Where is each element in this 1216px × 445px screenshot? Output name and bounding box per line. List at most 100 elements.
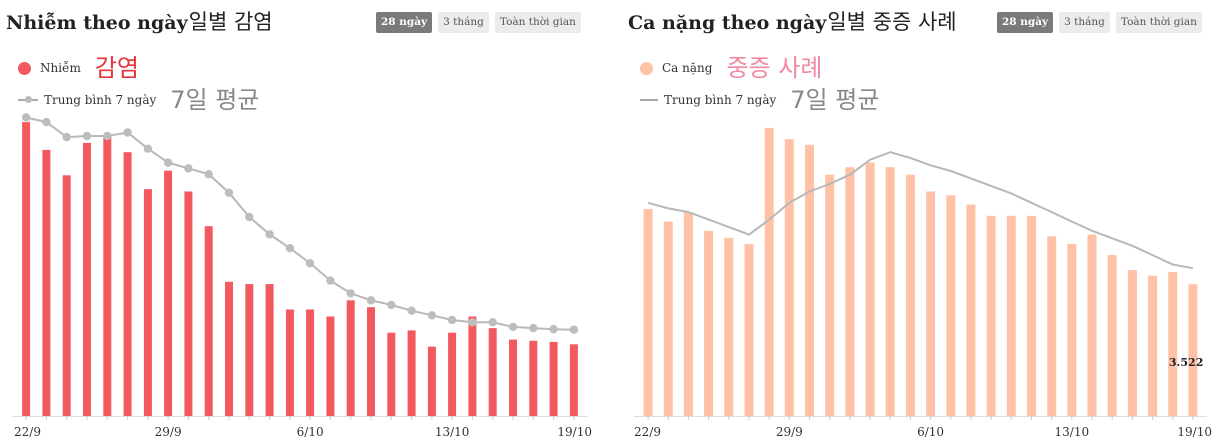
infections-title-ko: 일별 감염 bbox=[188, 10, 273, 34]
x-tick-label: 6/10 bbox=[917, 425, 944, 439]
bar-24/9 bbox=[62, 175, 71, 416]
average-point-15/10 bbox=[488, 318, 497, 327]
average-point-1/10 bbox=[204, 170, 213, 179]
infections-range-tabs: 28 ngày 3 tháng Toàn thời gian bbox=[376, 12, 581, 33]
average-point-6/10 bbox=[305, 259, 315, 268]
bar-16/10 bbox=[1127, 270, 1137, 416]
bar-25/9 bbox=[704, 230, 714, 416]
legend-infections-label-ko: 감염 bbox=[94, 54, 139, 82]
x-tick-label: 13/10 bbox=[435, 425, 470, 439]
bar-2/10 bbox=[845, 167, 855, 416]
legend-average: Trung bình 7 ngày 7일 평균 bbox=[18, 88, 259, 112]
legend-dot-icon bbox=[18, 61, 31, 75]
severe-title-ko: 일별 중증 사례 bbox=[827, 10, 957, 34]
bar-23/9 bbox=[663, 221, 673, 416]
bar-6/10 bbox=[306, 309, 315, 416]
average-point-22/9 bbox=[21, 113, 31, 122]
average-point-24/9 bbox=[62, 132, 71, 142]
bar-24/9 bbox=[683, 212, 693, 416]
tab-3-months[interactable]: 3 tháng bbox=[438, 12, 489, 33]
last-value-label: 3.522 bbox=[1169, 356, 1203, 369]
average-point-4/10 bbox=[265, 230, 274, 239]
bar-29/9 bbox=[784, 139, 794, 416]
infections-title-text: Nhiễm theo ngày bbox=[6, 12, 188, 34]
average-point-26/9 bbox=[103, 131, 112, 141]
bar-4/10 bbox=[885, 167, 895, 416]
tab-all-time[interactable]: Toàn thời gian bbox=[494, 12, 581, 33]
bar-3/10 bbox=[245, 284, 254, 416]
legend-line-icon bbox=[640, 99, 658, 101]
infections-title: Nhiễm theo ngày일별 감염 bbox=[6, 6, 273, 36]
bar-22/9 bbox=[643, 209, 653, 416]
legend-average-label-ko: 7일 평균 bbox=[170, 86, 260, 114]
average-point-7/10 bbox=[326, 276, 335, 285]
bar-10/10 bbox=[1006, 215, 1016, 416]
legend-average-label-ko: 7일 평균 bbox=[790, 86, 880, 114]
average-point-17/10 bbox=[529, 323, 538, 333]
bar-28/9 bbox=[143, 189, 152, 416]
legend-average: Trung bình 7 ngày 7일 평균 bbox=[640, 88, 879, 112]
bar-15/10 bbox=[488, 328, 497, 416]
average-point-18/10 bbox=[549, 325, 558, 334]
tab-3-months[interactable]: 3 tháng bbox=[1059, 12, 1110, 33]
bar-25/9 bbox=[83, 142, 91, 416]
bar-2/10 bbox=[225, 281, 233, 416]
bar-10/10 bbox=[387, 332, 396, 416]
bar-5/10 bbox=[905, 174, 915, 416]
average-point-27/9 bbox=[123, 128, 132, 137]
bar-9/10 bbox=[367, 307, 375, 416]
bar-11/10 bbox=[407, 330, 416, 416]
legend-severe-label: Ca nặng bbox=[662, 61, 713, 75]
bar-3/10 bbox=[865, 162, 875, 416]
bar-27/9 bbox=[744, 243, 754, 416]
bar-1/10 bbox=[825, 174, 835, 416]
legend-infections-label: Nhiễm bbox=[40, 61, 81, 75]
x-tick-label: 6/10 bbox=[297, 425, 324, 439]
average-point-11/10 bbox=[407, 306, 416, 315]
bar-7/10 bbox=[946, 195, 956, 416]
legend-line-icon bbox=[18, 96, 38, 103]
bar-19/10 bbox=[569, 344, 578, 416]
average-point-30/9 bbox=[184, 164, 193, 173]
bar-8/10 bbox=[966, 204, 976, 416]
average-point-3/10 bbox=[245, 212, 254, 222]
bar-23/9 bbox=[42, 149, 51, 416]
average-point-5/10 bbox=[285, 244, 295, 253]
x-tick-label: 19/10 bbox=[557, 425, 592, 439]
average-point-12/10 bbox=[427, 311, 437, 320]
legend-average-label: Trung bình 7 ngày bbox=[664, 93, 777, 107]
x-tick-label: 29/9 bbox=[776, 425, 803, 439]
bar-16/10 bbox=[509, 339, 517, 416]
bar-17/10 bbox=[1148, 275, 1158, 416]
bar-30/9 bbox=[805, 144, 814, 417]
bar-26/9 bbox=[724, 237, 734, 416]
legend-severe-label-ko: 중증 사례 bbox=[726, 54, 823, 82]
bar-11/10 bbox=[1027, 215, 1036, 416]
legend-infections: Nhiễm 감염 bbox=[18, 56, 139, 80]
tab-all-time[interactable]: Toàn thời gian bbox=[1115, 12, 1202, 33]
bar-18/10 bbox=[1168, 272, 1178, 416]
bar-22/9 bbox=[22, 122, 31, 416]
average-line bbox=[25, 116, 574, 331]
x-tick-label: 22/9 bbox=[634, 425, 661, 439]
average-point-23/9 bbox=[42, 117, 51, 127]
average-point-13/10 bbox=[447, 315, 457, 325]
bar-13/10 bbox=[1067, 243, 1077, 416]
bar-5/10 bbox=[285, 309, 294, 416]
legend-average-label: Trung bình 7 ngày bbox=[44, 93, 157, 107]
bar-12/10 bbox=[1047, 236, 1057, 416]
tab-28-days[interactable]: 28 ngày bbox=[376, 12, 433, 33]
average-line bbox=[647, 151, 1194, 270]
bar-28/9 bbox=[764, 127, 774, 417]
x-tick-label: 13/10 bbox=[1055, 425, 1090, 439]
x-tick-label: 19/10 bbox=[1177, 425, 1212, 439]
severe-panel: 22/9 29/9 6/10 13/10 19/10 3.522 Ca nặng theo… bbox=[620, 0, 1216, 445]
bar-4/10 bbox=[265, 284, 274, 416]
severe-title-text: Ca nặng theo ngày bbox=[628, 12, 827, 34]
bar-6/10 bbox=[926, 191, 936, 416]
infections-chart: 22/9 29/9 6/10 13/10 19/10 bbox=[12, 113, 592, 439]
bar-13/10 bbox=[448, 332, 457, 416]
tab-28-days[interactable]: 28 ngày bbox=[997, 12, 1054, 33]
average-point-2/10 bbox=[224, 188, 234, 197]
legend-dot-icon bbox=[640, 61, 653, 75]
